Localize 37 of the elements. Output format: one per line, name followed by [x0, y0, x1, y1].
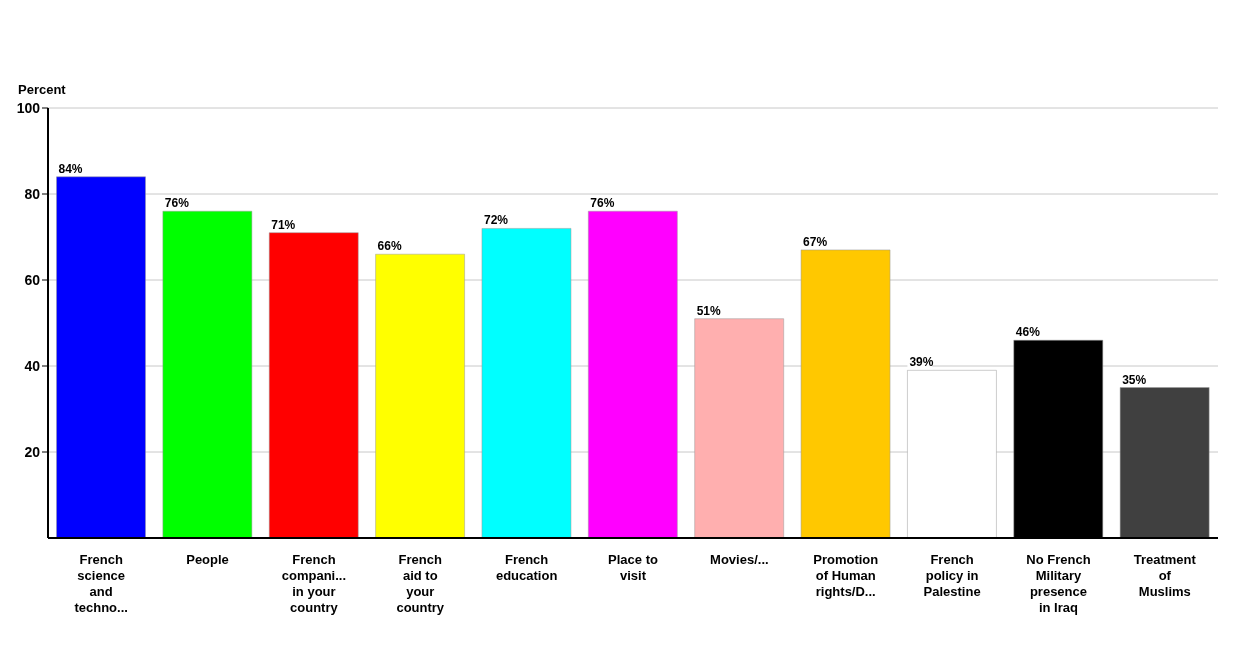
bar	[588, 210, 678, 538]
data-label: 66%	[377, 239, 402, 254]
bar	[162, 210, 253, 538]
x-tick-label: Movies/...	[710, 552, 769, 567]
bar	[56, 176, 146, 538]
data-label: 35%	[1122, 372, 1147, 387]
y-tick-label: 40	[24, 357, 41, 374]
data-label: 67%	[803, 234, 828, 249]
y-tick-label: 80	[24, 185, 41, 202]
bar	[800, 249, 891, 538]
bar	[268, 232, 359, 538]
data-label: 39%	[909, 355, 934, 370]
data-label: 76%	[164, 196, 190, 211]
data-label: 72%	[483, 213, 509, 228]
x-tick-label: French compani... in your country	[281, 552, 347, 615]
x-tick-label: No French Military presence in Iraq	[1026, 552, 1091, 615]
data-label: 76%	[590, 196, 615, 211]
data-label: 71%	[271, 217, 296, 232]
bar	[694, 318, 784, 538]
x-tick-label: Treatment of Muslims	[1133, 552, 1197, 599]
bar	[375, 253, 465, 538]
data-label: 51%	[696, 303, 722, 318]
x-tick-label: French policy in Palestine	[923, 552, 981, 599]
bar	[481, 228, 572, 538]
x-tick-label: French aid to your country	[396, 552, 445, 615]
y-tick-label: 60	[24, 271, 41, 288]
y-axis-title: Percent	[18, 82, 66, 97]
x-tick-label: Place to visit	[608, 552, 658, 583]
y-tick-label: 100	[16, 99, 41, 116]
data-label: 46%	[1015, 325, 1041, 340]
x-tick-label: Promotion of Human rights/D...	[813, 552, 879, 599]
x-tick-label: French education	[495, 552, 558, 583]
data-label: 84%	[58, 161, 83, 176]
x-tick-label: People	[186, 552, 229, 567]
y-tick-label: 20	[24, 443, 41, 460]
x-tick-label: French science and techno...	[74, 552, 128, 615]
bar	[1119, 387, 1210, 538]
